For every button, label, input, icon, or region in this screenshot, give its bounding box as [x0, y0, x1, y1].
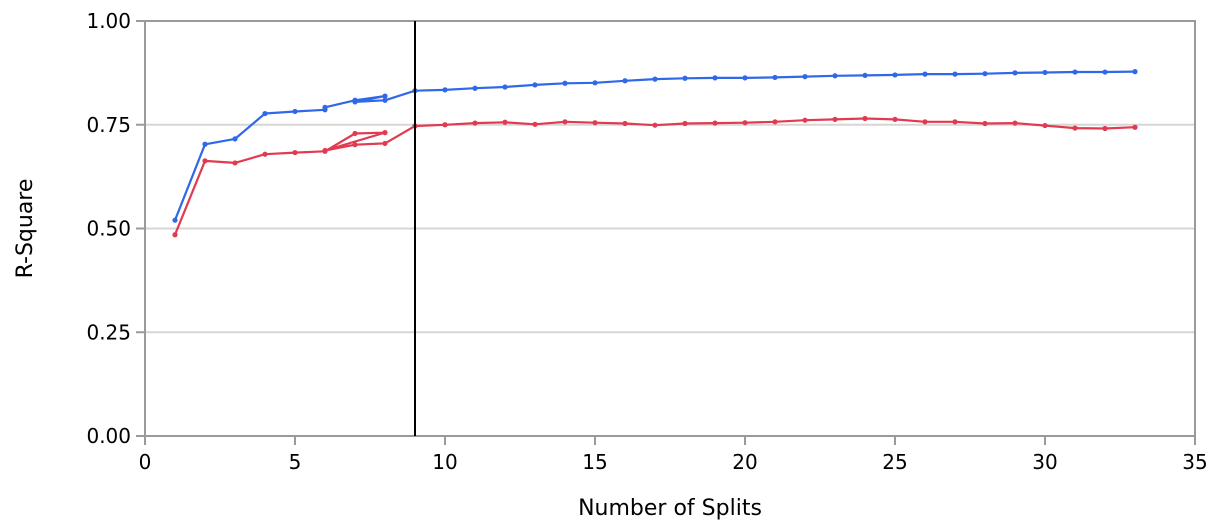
series-2-point [592, 120, 598, 126]
series-2-point [532, 121, 538, 127]
series-2-point [442, 122, 448, 128]
series-1-point [562, 80, 568, 86]
series-1-point [712, 75, 718, 81]
series-1-point [652, 76, 658, 82]
series-2-point [472, 120, 478, 126]
series-2-point [892, 116, 898, 122]
series-1-point [922, 71, 928, 77]
y-axis-title: R-Square [13, 179, 38, 279]
series-1-point [682, 75, 688, 81]
y-tick-label: 0.00 [86, 424, 131, 448]
series-2-point [652, 122, 658, 128]
axis-ticks [136, 20, 1196, 445]
series-1-point [622, 78, 628, 84]
series-2-point [772, 119, 778, 125]
series-2-point [292, 149, 298, 156]
series-1-point [892, 72, 898, 78]
series-1-point [322, 104, 328, 110]
series-2-point [742, 120, 748, 126]
series-1-point [592, 80, 598, 86]
series-1-point [1042, 69, 1048, 76]
series-2-point [982, 120, 988, 127]
series-line-1 [173, 70, 1136, 221]
series-1-point [1072, 69, 1078, 75]
x-tick-label: 15 [582, 450, 607, 474]
series-layer [172, 69, 1138, 238]
series-2-point [1042, 122, 1048, 129]
series-1-point [172, 217, 178, 223]
series-2-point [262, 151, 268, 157]
y-tick-label: 0.50 [86, 217, 131, 241]
series-2-point [682, 120, 688, 127]
series-2-point [322, 147, 328, 154]
x-tick-label: 35 [1182, 450, 1207, 474]
series-1-point [802, 74, 808, 80]
series-1-point [952, 71, 958, 77]
series-1-point [832, 73, 838, 79]
series-2-point [1102, 125, 1108, 132]
x-tick-label: 30 [1032, 450, 1057, 474]
series-1-point [532, 82, 538, 88]
series-1-point [1132, 69, 1138, 75]
y-tick-label: 1.00 [86, 9, 131, 33]
y-tick-label: 0.75 [86, 113, 131, 137]
series-1-point [502, 84, 508, 90]
series-1-point [262, 110, 268, 117]
series-1-point [442, 87, 448, 93]
series-2-point [232, 160, 238, 166]
series-1-point [382, 97, 388, 103]
series-2-point [352, 142, 358, 148]
series-2-point [1132, 124, 1138, 130]
series-2-point [1012, 120, 1018, 126]
series-1-point [982, 71, 988, 77]
series-2-point [562, 119, 568, 125]
series-1-point [1102, 69, 1108, 75]
series-2-point [352, 130, 358, 137]
x-tick-label: 0 [139, 450, 152, 474]
series-1-point [232, 136, 238, 142]
series-2-point [502, 119, 508, 125]
series-2-point [832, 116, 838, 122]
series-2-point [382, 140, 388, 147]
x-tick-label: 20 [732, 450, 757, 474]
series-1-point [292, 108, 298, 115]
series-line-2 [173, 117, 1136, 236]
y-tick-label: 0.25 [86, 320, 131, 344]
series-1-point [202, 141, 208, 147]
tick-labels: 0.00 0.25 0.50 0.75 1.00 0 5 10 15 20 25 30 35 [86, 9, 1207, 474]
series-2-point [172, 232, 178, 238]
series-2-point [202, 158, 208, 164]
series-1-point [772, 74, 778, 81]
series-2-point [862, 115, 868, 122]
series-2-point [712, 120, 718, 126]
series-1-point [352, 99, 358, 105]
series-1-point [742, 75, 748, 81]
series-1-point [382, 93, 388, 99]
series-2-point [802, 117, 808, 123]
grid-lines [145, 123, 1195, 334]
series-2-point [952, 119, 958, 125]
series-2-point [1072, 125, 1078, 131]
series-2-point [622, 120, 628, 127]
x-tick-label: 10 [432, 450, 457, 474]
x-tick-label: 25 [882, 450, 907, 474]
x-tick-label: 5 [289, 450, 302, 474]
series-1-point [862, 72, 868, 78]
series-1-point [1012, 70, 1018, 76]
series-1-point [472, 85, 478, 91]
series-2-point [922, 119, 928, 125]
series-2-point [382, 130, 388, 136]
x-axis-title: Number of Splits [578, 496, 762, 521]
